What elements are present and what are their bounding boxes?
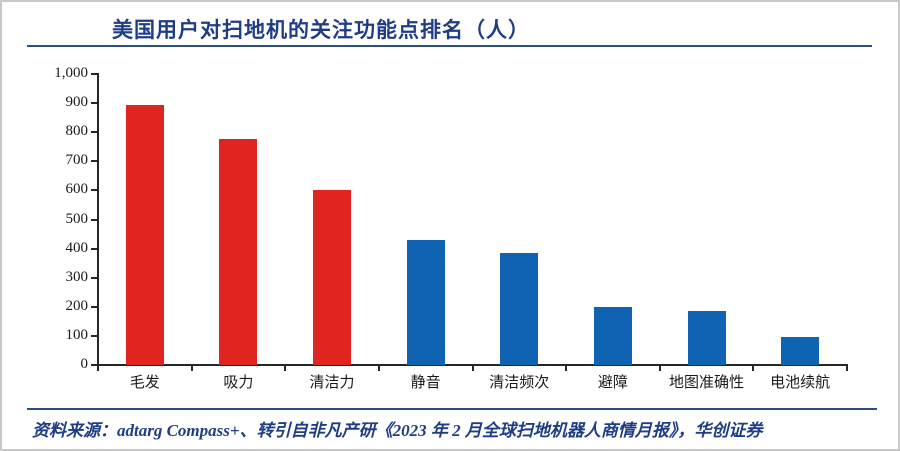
- y-axis-tick-label: 500: [65, 210, 89, 227]
- bar-清洁力: [313, 190, 352, 365]
- bar-静音: [406, 239, 445, 365]
- y-axis-tick: [91, 102, 97, 105]
- source-divider: [27, 408, 877, 410]
- bar-清洁频次: [500, 252, 539, 365]
- y-axis-tick: [91, 276, 97, 279]
- x-axis-category-label: 清洁力: [309, 374, 355, 391]
- y-axis-tick-label: 800: [65, 123, 89, 140]
- x-axis-tick: [658, 365, 661, 371]
- y-axis-tick-label: 700: [65, 152, 89, 169]
- y-axis-tick-label: 400: [65, 239, 89, 256]
- y-axis-tick-label: 900: [65, 94, 89, 111]
- y-axis-tick: [91, 247, 97, 250]
- x-axis-tick: [97, 365, 99, 371]
- y-axis-tick-label: 200: [65, 297, 89, 314]
- y-axis-tick-label: 100: [65, 326, 89, 343]
- x-axis-tick: [377, 365, 380, 371]
- y-axis-tick-label: 300: [65, 268, 89, 285]
- y-axis-tick: [91, 73, 97, 75]
- x-axis-tick: [284, 365, 287, 371]
- x-axis-category-label: 毛发: [129, 374, 160, 391]
- x-axis-category-label: 避障: [597, 374, 628, 391]
- x-axis-category-label: 静音: [410, 374, 441, 391]
- source-text: 资料来源：adtarg Compass+、转引自非凡产研《2023 年 2 月全…: [32, 421, 763, 440]
- y-axis-tick: [91, 131, 97, 134]
- bar-电池续航: [781, 337, 820, 365]
- x-axis-tick: [846, 365, 848, 371]
- x-axis-category-label: 电池续航: [770, 374, 831, 391]
- y-axis-tick-label: 1,000: [54, 65, 88, 81]
- y-axis-tick: [91, 305, 97, 308]
- bar-毛发: [125, 104, 164, 365]
- y-axis-tick-label: 0: [80, 356, 89, 372]
- x-axis-category-label: 清洁频次: [489, 374, 550, 391]
- y-axis-tick: [91, 364, 97, 366]
- x-axis-category-label: 吸力: [223, 374, 254, 391]
- y-axis-tick-label: 600: [65, 181, 89, 198]
- bar-吸力: [219, 139, 258, 365]
- x-axis-category-label: 地图准确性: [669, 374, 745, 391]
- y-axis-tick: [91, 218, 97, 221]
- y-axis-tick: [91, 189, 97, 192]
- chart-title: 美国用户对扫地机的关注功能点排名（人）: [112, 18, 530, 42]
- title-underline: [27, 45, 872, 47]
- y-axis-line: [97, 73, 99, 366]
- x-axis-tick: [190, 365, 193, 371]
- bar-地图准确性: [687, 311, 726, 365]
- x-axis-tick: [752, 365, 755, 371]
- x-axis-tick: [565, 365, 568, 371]
- bar-避障: [593, 306, 632, 365]
- x-axis-tick: [471, 365, 474, 371]
- y-axis-tick: [91, 160, 97, 163]
- y-axis-tick: [91, 334, 97, 337]
